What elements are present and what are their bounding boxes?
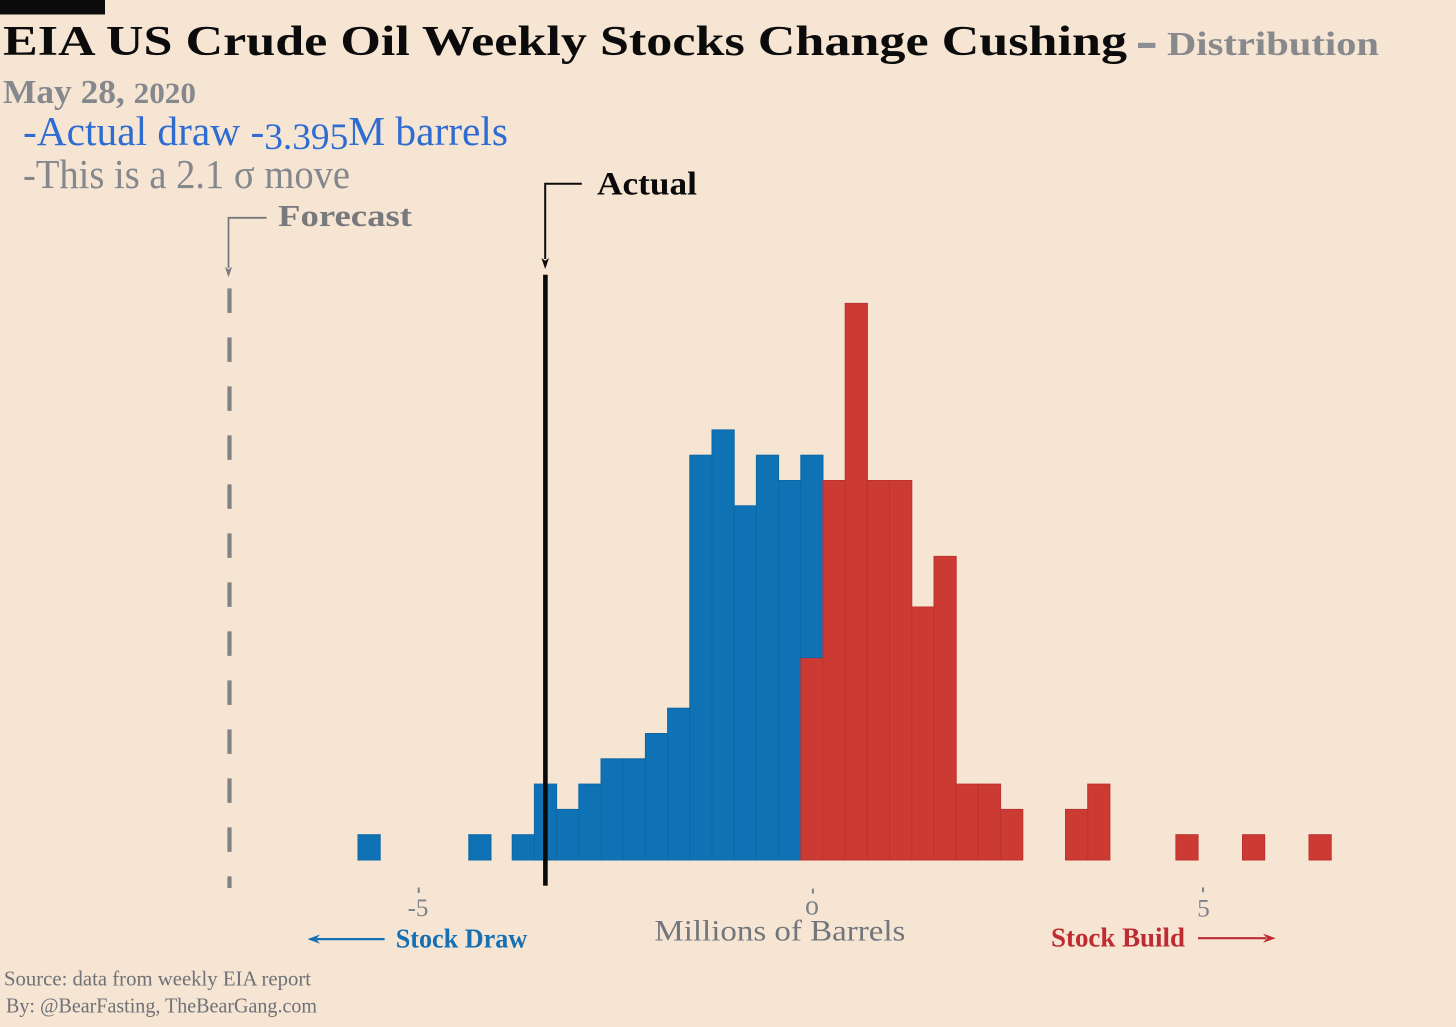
svg-text:-Actual draw -3.395M barrels: -Actual draw -3.395M barrels [23, 108, 508, 158]
svg-text:o: o [805, 890, 819, 921]
svg-text:Actual: Actual [597, 166, 697, 202]
svg-text:5: 5 [1197, 895, 1210, 922]
svg-text:Stock Draw: Stock Draw [396, 923, 528, 953]
svg-text:-5: -5 [408, 895, 429, 922]
svg-text:Distribution: Distribution [1167, 26, 1379, 63]
svg-text:Stock Build: Stock Build [1051, 922, 1185, 952]
svg-text:May 28, 2020: May 28, 2020 [3, 74, 196, 111]
svg-text:Millions of Barrels: Millions of Barrels [654, 915, 905, 948]
svg-text:Source: data from weekly EIA: Source: data from weekly EIA report [4, 966, 311, 990]
svg-text:-This is a 2.1 σ move: -This is a 2.1 σ move [23, 151, 350, 197]
svg-text:EIA US Crude Oil Weekly Stocks: EIA US Crude Oil Weekly Stocks Change Cu… [3, 19, 1127, 65]
svg-text:By: @BearFasting, TheBearGang.: By: @BearFasting, TheBearGang.com [6, 994, 317, 1018]
svg-text:Forecast: Forecast [278, 199, 413, 233]
